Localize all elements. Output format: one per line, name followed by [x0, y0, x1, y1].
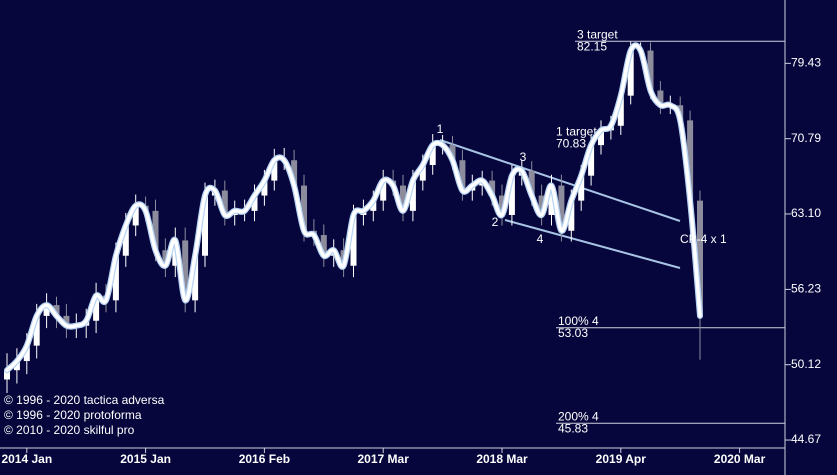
candle-body [43, 305, 50, 316]
candle-body [221, 190, 228, 216]
target-label: 100% 4 [558, 314, 599, 328]
candle-body [558, 185, 565, 231]
candle-body [152, 210, 159, 251]
candle-body [697, 200, 703, 316]
candle-body [598, 130, 604, 146]
y-tick-label: 70.79 [791, 131, 821, 145]
copyright: © 1996 - 2020 protoforma [4, 408, 142, 422]
candle-body [508, 175, 515, 216]
candle-body [548, 185, 555, 216]
copyright: © 1996 - 2020 tactica adversa [4, 393, 165, 407]
candle-body [489, 180, 496, 196]
candle-body [578, 175, 585, 201]
candle-body [202, 195, 208, 256]
x-tick-label: 2020 Mar [714, 452, 766, 466]
target-label: 3 target [577, 27, 618, 41]
candle-body [132, 205, 139, 226]
candle-body [627, 50, 634, 96]
candle-body [617, 95, 624, 126]
channel-line [439, 139, 681, 222]
candle-body [350, 215, 357, 266]
candle-body [291, 160, 298, 186]
x-tick-label: 2019 Apr [596, 452, 647, 466]
candle-body [162, 250, 169, 266]
candle-body [93, 295, 100, 321]
target-value: 82.15 [577, 39, 607, 53]
candle-body [23, 345, 30, 362]
y-tick-label: 63.10 [791, 206, 821, 220]
candle-body [251, 195, 258, 211]
target-value: 53.03 [558, 326, 588, 340]
candle-body [261, 180, 268, 196]
wave-label: 3 [520, 150, 527, 164]
copyright: © 2010 - 2020 skilful pro [4, 423, 135, 437]
candle-body [301, 185, 307, 231]
x-tick-label: 2017 Mar [358, 452, 410, 466]
candle-body [538, 195, 545, 216]
wave-label: 1 [437, 122, 444, 136]
candle-body [370, 200, 377, 211]
candle-body [588, 145, 595, 176]
candle-body [192, 255, 199, 301]
candle-body [419, 165, 426, 181]
candle-body [13, 361, 20, 371]
x-tick-label: 2015 Jan [120, 452, 171, 466]
target-value: 45.83 [558, 421, 588, 435]
candle-body [380, 180, 387, 201]
candle-body [528, 170, 535, 196]
target-value: 70.83 [556, 137, 586, 151]
candle-body [33, 315, 40, 346]
candle-body [320, 235, 327, 256]
candle-body [568, 200, 575, 231]
candle-body [449, 145, 456, 161]
candle-body [429, 145, 436, 166]
candle-body [271, 160, 278, 181]
x-tick-label: 2018 Mar [476, 452, 528, 466]
candle-body [4, 370, 10, 380]
x-tick-label: 2016 Feb [239, 452, 290, 466]
candle-body [63, 315, 70, 326]
y-tick-label: 56.23 [791, 282, 821, 296]
target-label: 200% 4 [558, 409, 599, 423]
candle-body [687, 120, 694, 201]
candle-body [112, 255, 119, 301]
y-tick-label: 79.43 [791, 56, 821, 70]
candle-body [409, 180, 416, 211]
channel-line [504, 219, 681, 269]
target-label: 1 target [556, 125, 597, 139]
candle-body [53, 305, 60, 316]
annotation: CP-4 x 1 [680, 232, 727, 246]
candle-body [182, 240, 189, 301]
candle-body [657, 90, 664, 106]
candle-body [459, 160, 466, 191]
y-tick-label: 44.67 [791, 432, 821, 446]
wave-label: 2 [492, 215, 499, 229]
candle-body [400, 185, 406, 211]
x-tick-label: 2014 Jan [1, 452, 52, 466]
candle-body [647, 50, 654, 91]
candle-body [499, 195, 505, 216]
candle-body [122, 225, 129, 256]
wave-label: 4 [537, 232, 544, 246]
y-tick-label: 50.12 [791, 357, 821, 371]
smooth-line [5, 43, 702, 372]
